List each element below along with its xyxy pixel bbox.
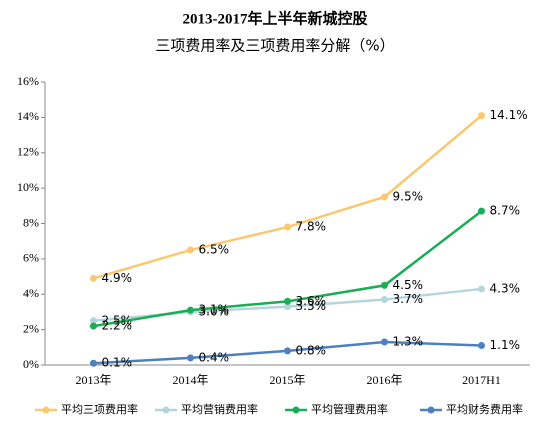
point: [381, 338, 388, 346]
value-label: 4.3%: [490, 281, 521, 295]
y-tick-label: 0%: [23, 357, 39, 371]
legend-marker: [42, 406, 50, 414]
value-label: 3.1%: [199, 303, 230, 317]
series-line: [93, 114, 483, 280]
point: [187, 246, 194, 254]
y-tick-label: 12%: [17, 145, 39, 159]
legend-marker: [292, 406, 300, 414]
y-tick-label: 6%: [23, 251, 39, 265]
value-label: 9.5%: [393, 189, 424, 203]
legend-label: 平均三项费用率: [61, 402, 138, 416]
point: [381, 193, 388, 201]
value-label: 7.8%: [296, 220, 327, 234]
legend-label: 平均营销费用率: [181, 402, 258, 416]
chart-title: 2013-2017年上半年新城控股: [183, 9, 369, 27]
point: [90, 359, 97, 367]
x-tick-label: 2013年: [75, 373, 111, 387]
point: [381, 296, 388, 304]
y-tick-label: 14%: [17, 109, 39, 123]
x-tick-label: 2014年: [172, 373, 208, 387]
y-tick-label: 2%: [23, 321, 39, 335]
point: [284, 223, 291, 231]
value-label: 14.1%: [490, 108, 528, 122]
value-label: 0.1%: [102, 356, 133, 370]
legend-marker: [427, 406, 435, 414]
value-label: 0.8%: [296, 343, 327, 357]
value-label: 2.2%: [102, 319, 133, 333]
point: [381, 281, 388, 289]
point: [90, 317, 97, 325]
point: [478, 207, 485, 215]
value-label: 4.9%: [102, 271, 133, 285]
point: [187, 306, 194, 314]
point: [478, 112, 485, 120]
point: [478, 285, 485, 293]
value-label: 3.6%: [296, 294, 327, 308]
value-label: 1.3%: [393, 335, 424, 349]
value-label: 8.7%: [490, 204, 521, 218]
y-tick-label: 4%: [23, 286, 39, 300]
value-label: 4.5%: [393, 278, 424, 292]
legend-label: 平均管理费用率: [311, 402, 388, 416]
y-tick-label: 10%: [17, 180, 39, 194]
x-tick-label: 2017H1: [462, 373, 501, 387]
point: [284, 303, 291, 311]
legend-label: 平均财务费用率: [446, 402, 523, 416]
value-label: 3.7%: [393, 292, 424, 306]
value-label: 0.4%: [199, 350, 230, 364]
chart-subtitle: 三项费用率及三项费用率分解（%）: [155, 37, 394, 55]
x-tick-label: 2016年: [366, 373, 402, 387]
point: [284, 297, 291, 305]
point: [90, 322, 97, 330]
legend-marker: [162, 406, 170, 414]
value-label: 6.5%: [199, 243, 230, 257]
point: [90, 274, 97, 282]
point: [284, 347, 291, 355]
point: [478, 342, 485, 350]
point: [187, 354, 194, 362]
value-label: 3.3%: [296, 299, 327, 313]
y-tick-label: 16%: [17, 74, 39, 88]
x-tick-label: 2015年: [269, 373, 305, 387]
value-label: 1.1%: [490, 338, 521, 352]
y-tick-label: 8%: [23, 215, 39, 229]
